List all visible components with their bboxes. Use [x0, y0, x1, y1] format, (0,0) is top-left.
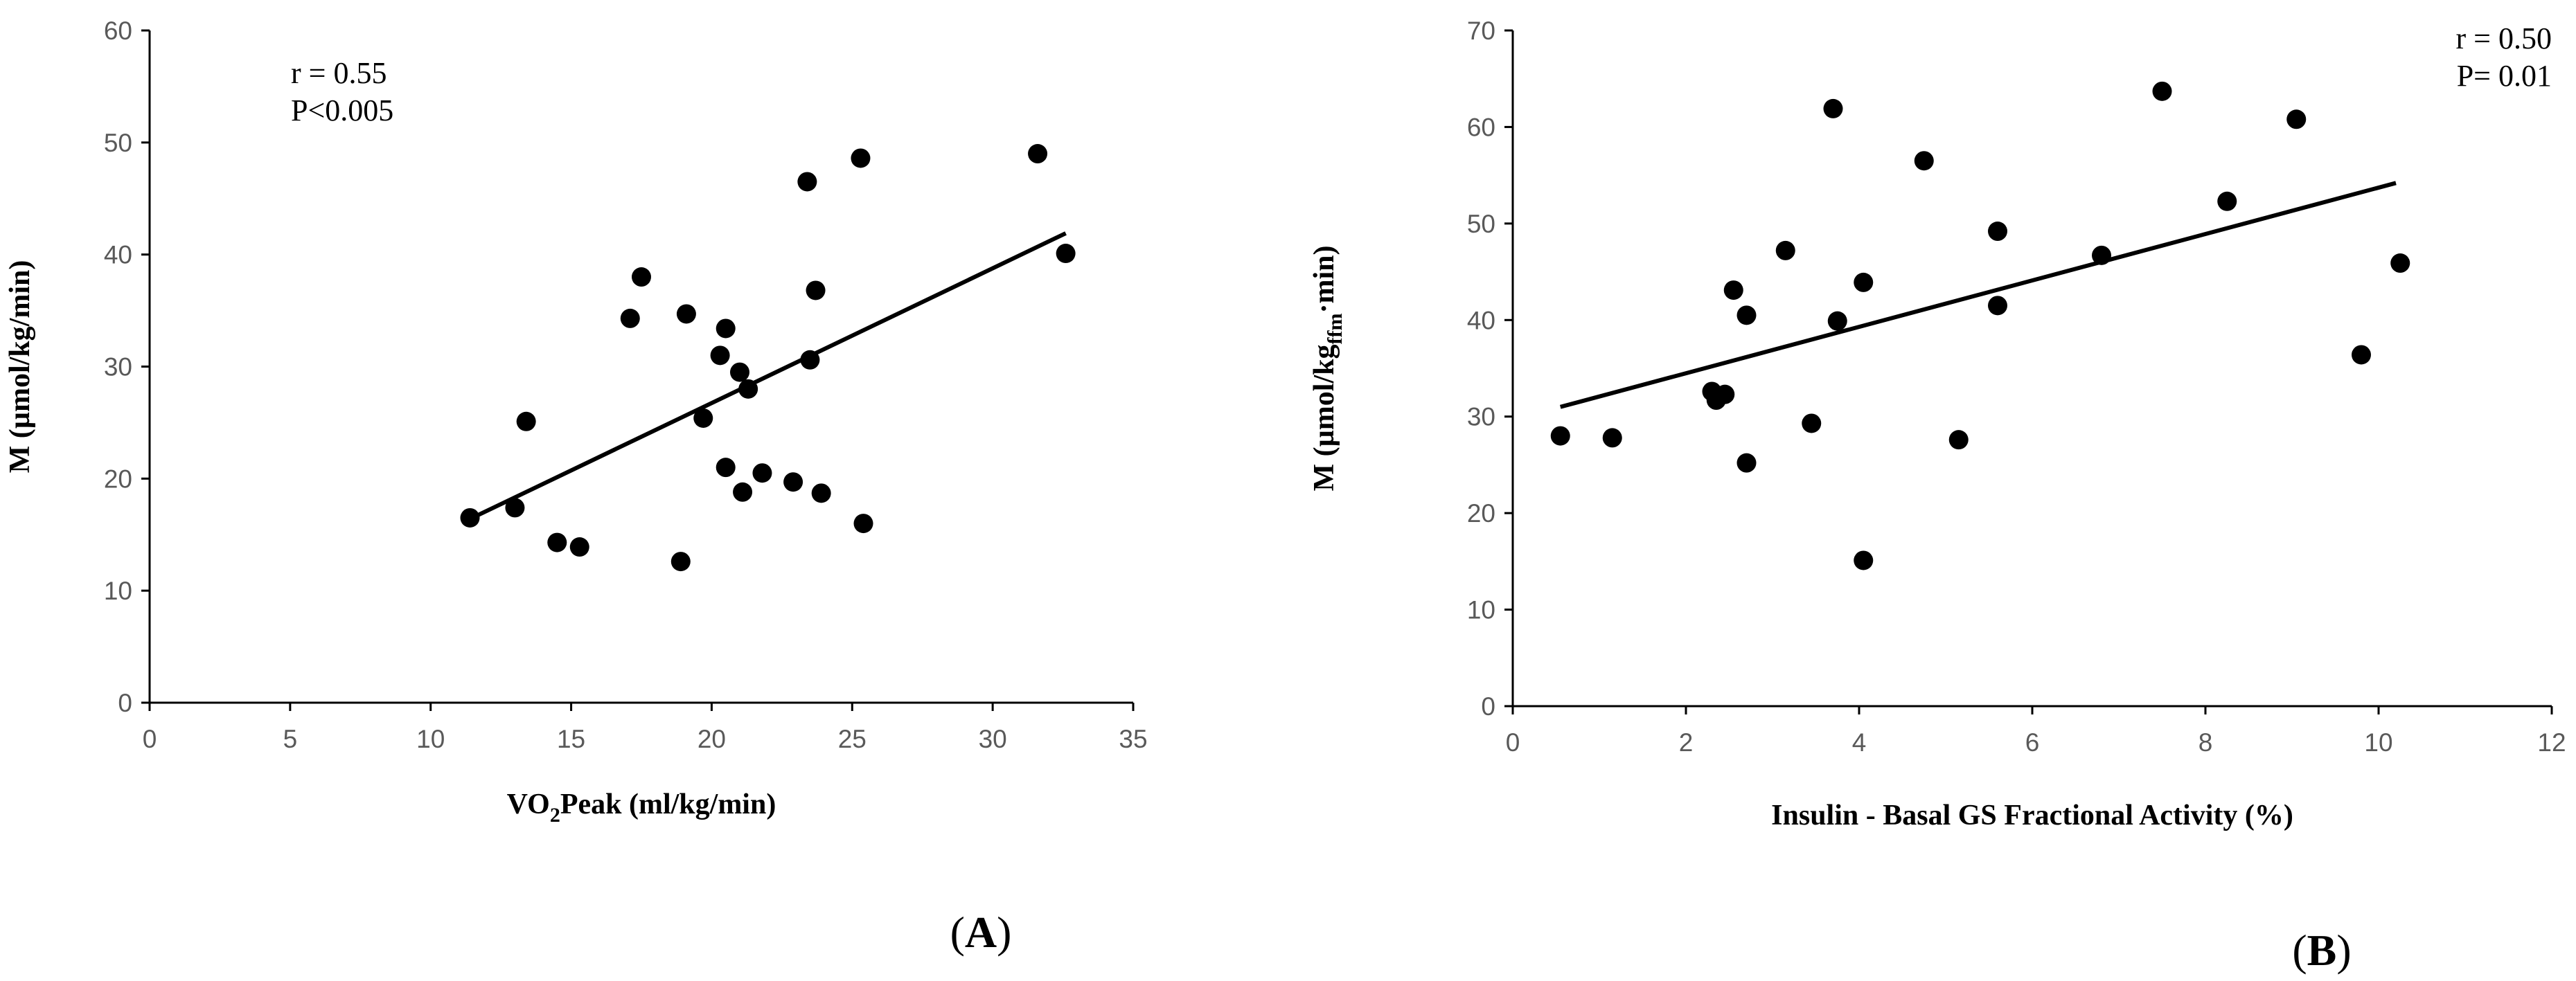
data-point-b — [1948, 430, 1969, 450]
y-tick-label-a: 50 — [104, 129, 132, 157]
data-point-a — [505, 498, 525, 518]
data-point-b — [2352, 345, 2371, 365]
x-tick-label-a: 20 — [698, 725, 726, 753]
y-tick-label-b: 0 — [1481, 692, 1495, 721]
stat-annotation-a: r = 0.55 — [291, 56, 387, 90]
data-point-a — [851, 148, 871, 168]
data-point-b — [2092, 245, 2111, 265]
data-point-b — [1550, 426, 1570, 446]
data-point-b — [1854, 550, 1874, 570]
x-tick-label-a: 30 — [979, 725, 1007, 753]
y-tick-label-a: 30 — [104, 353, 132, 381]
y-axis-title-a: M (µmol/kg/min) — [4, 260, 36, 474]
data-point-a — [1028, 144, 1048, 164]
data-point-a — [460, 507, 480, 528]
data-point-b — [1723, 280, 1743, 300]
x-tick-label-b: 0 — [1506, 728, 1520, 757]
y-tick-label-b: 40 — [1467, 306, 1495, 334]
data-point-b — [1914, 151, 1934, 171]
data-point-b — [1602, 428, 1622, 448]
data-point-b — [1736, 305, 1757, 325]
data-point-a — [693, 408, 713, 428]
data-point-b — [2217, 191, 2237, 211]
data-point-a — [752, 463, 772, 483]
data-point-a — [676, 304, 696, 324]
x-tick-label-a: 35 — [1119, 725, 1147, 753]
y-tick-label-b: 10 — [1467, 596, 1495, 624]
data-point-a — [811, 483, 831, 503]
data-point-a — [738, 379, 758, 399]
data-point-a — [1056, 244, 1076, 264]
data-point-a — [716, 318, 736, 339]
y-tick-label-b: 70 — [1467, 17, 1495, 45]
y-tick-label-a: 40 — [104, 241, 132, 269]
trendline-a — [469, 231, 1067, 521]
y-tick-label-a: 20 — [104, 465, 132, 493]
data-point-a — [716, 458, 736, 478]
data-point-a — [733, 482, 753, 502]
panel-label-b: (B) — [2292, 926, 2351, 975]
x-tick-label-a: 5 — [283, 725, 298, 753]
data-point-b — [1802, 413, 1822, 433]
y-tick-label-b: 30 — [1467, 403, 1495, 431]
y-axis-title-b: M (µmol/kgffm·min) — [1308, 245, 1347, 491]
x-axis-title-a: VO2Peak (ml/kg/min) — [507, 789, 776, 827]
y-tick-label-a: 0 — [118, 689, 132, 717]
y-tick-label-a: 10 — [104, 577, 132, 605]
x-tick-label-b: 2 — [1679, 728, 1694, 757]
y-tick-label-b: 50 — [1467, 210, 1495, 238]
x-tick-label-a: 15 — [557, 725, 585, 753]
data-point-b — [1854, 272, 1874, 292]
x-tick-label-b: 8 — [2199, 728, 2213, 757]
data-point-b — [1715, 384, 1735, 404]
data-point-b — [1775, 240, 1795, 260]
data-point-a — [516, 411, 536, 431]
data-point-a — [800, 350, 820, 370]
x-tick-label-a: 25 — [838, 725, 867, 753]
data-point-b — [1823, 98, 1843, 118]
data-point-b — [1736, 453, 1757, 473]
x-tick-label-a: 0 — [143, 725, 157, 753]
trendline-b — [1559, 181, 2397, 409]
chart-panel-b: 0 2 4 6 8 10 12 0 10 20 30 40 50 60 70 Insulin - Basal … — [1308, 17, 2566, 975]
data-point-a — [783, 472, 803, 492]
y-tick-label-a: 60 — [104, 17, 132, 45]
data-point-a — [569, 537, 589, 557]
data-point-a — [797, 172, 817, 192]
stat-annotation-b: r = 0.50 — [2456, 21, 2552, 55]
data-point-b — [2152, 81, 2172, 101]
data-point-b — [1988, 296, 2007, 316]
x-tick-label-b: 12 — [2537, 728, 2566, 757]
data-point-a — [547, 532, 567, 552]
data-point-a — [730, 362, 749, 382]
data-point-a — [853, 514, 873, 534]
data-point-a — [632, 267, 651, 287]
stat-annotation-b: P= 0.01 — [2457, 59, 2552, 93]
data-point-a — [710, 345, 730, 366]
x-axis-title-b: Insulin - Basal GS Fractional Activity (… — [1771, 800, 2293, 831]
data-point-b — [2390, 253, 2410, 273]
data-point-b — [1827, 311, 1847, 331]
stat-annotation-a: P<0.005 — [291, 93, 393, 127]
data-point-b — [2286, 109, 2307, 129]
x-tick-label-b: 10 — [2364, 728, 2392, 757]
x-tick-label-b: 6 — [2025, 728, 2040, 757]
y-tick-label-b: 20 — [1467, 499, 1495, 528]
y-tick-label-b: 60 — [1467, 113, 1495, 141]
chart-panel-a: 0 5 10 15 20 25 30 35 0 10 20 30 40 50 60 VO2Peak (ml/k… — [4, 17, 1148, 957]
data-point-b — [1988, 222, 2007, 242]
panel-label-a: (A) — [950, 908, 1012, 957]
x-tick-label-b: 4 — [1852, 728, 1867, 757]
data-point-a — [806, 280, 826, 300]
x-tick-label-a: 10 — [416, 725, 445, 753]
data-point-a — [670, 552, 691, 572]
data-point-a — [620, 308, 640, 328]
